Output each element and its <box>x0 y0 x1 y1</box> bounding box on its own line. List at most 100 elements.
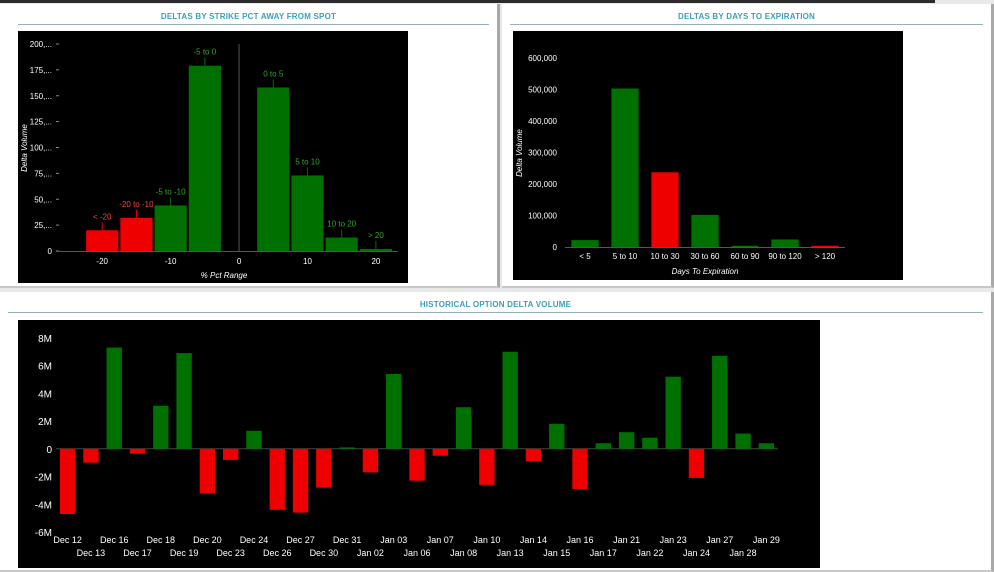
x-axis-title: % Pct Range <box>201 271 248 280</box>
bar-10to20 <box>325 237 358 251</box>
x-tick-label: Jan 27 <box>706 535 733 545</box>
bar-90to120 <box>771 239 799 247</box>
bar-dec-18 <box>153 405 169 449</box>
bar-jan-22 <box>642 437 658 449</box>
x-tick-label: 90 to 120 <box>768 252 802 261</box>
y-tick-label: 175,... <box>30 66 52 75</box>
x-tick-label: Jan 02 <box>357 548 384 558</box>
bar-jan-29 <box>758 443 775 449</box>
x-tick-label: Dec 20 <box>193 535 222 545</box>
bar-jan-28 <box>735 433 751 449</box>
bar--5to0 <box>188 65 221 251</box>
y-tick-label: 25,... <box>34 221 52 230</box>
x-tick-label: Jan 03 <box>380 535 407 545</box>
x-tick-label: Jan 17 <box>590 548 617 558</box>
y-tick-label: 125,... <box>30 118 52 127</box>
x-tick-label: Dec 18 <box>147 535 176 545</box>
bar-0to5 <box>257 87 290 251</box>
bar-label: -5 to -10 <box>156 187 186 196</box>
y-tick-label: 100,... <box>30 144 52 153</box>
bar-label: -5 to 0 <box>193 48 216 57</box>
bar-dec-12 <box>59 448 76 514</box>
x-tick-label: 0 <box>237 257 242 266</box>
y-tick-label: 50,... <box>34 195 52 204</box>
bar-dec-17 <box>129 448 146 454</box>
x-tick-label: Dec 31 <box>333 535 362 545</box>
x-tick-label: Jan 08 <box>450 548 477 558</box>
bar-dec-26 <box>269 448 285 510</box>
y-tick-label: 0 <box>553 243 558 252</box>
bar-jan-07 <box>432 448 448 456</box>
y-tick-label: 400,000 <box>528 117 557 126</box>
x-tick-label: 10 to 30 <box>651 252 680 261</box>
bar-jan-21 <box>618 432 635 449</box>
x-tick-label: 5 to 10 <box>613 252 638 261</box>
strike-panel: DELTAS BY STRIKE PCT AWAY FROM SPOT 0 25,… <box>0 4 500 288</box>
x-tick-label: Dec 12 <box>53 535 82 545</box>
bar-<5 <box>571 240 599 247</box>
bar-jan-17 <box>595 443 612 449</box>
bar-dec-24 <box>246 430 262 449</box>
bar-jan-06 <box>409 448 425 481</box>
x-tick-label: Dec 30 <box>310 548 339 558</box>
bar-jan-03 <box>386 373 402 449</box>
y-tick-label: 6M <box>38 362 52 373</box>
bar-label: 0 to 5 <box>263 69 284 78</box>
bar-dec-27 <box>292 448 309 513</box>
x-tick-label: Jan 24 <box>683 548 710 558</box>
bar-jan-15 <box>549 423 565 449</box>
bar-dec-16 <box>106 347 122 449</box>
bar-<-20 <box>86 230 119 251</box>
y-axis-title: Delta Volume <box>515 129 524 177</box>
x-tick-label: Dec 13 <box>77 548 106 558</box>
x-tick-label: 20 <box>371 257 380 266</box>
bar-jan-16 <box>572 448 588 490</box>
strike-chart: 0 25,... 50,... 75,... 100,... 125,... 150,...… <box>18 31 408 283</box>
y-tick-label: 2M <box>38 417 52 428</box>
x-tick-label: Jan 14 <box>520 535 547 545</box>
x-tick-label: Jan 28 <box>730 548 757 558</box>
x-tick-label: Dec 24 <box>240 535 269 545</box>
y-tick-label: 600,000 <box>528 54 557 63</box>
x-tick-label: Dec 23 <box>216 548 245 558</box>
x-tick-label: Jan 22 <box>636 548 663 558</box>
y-tick-label: 0 <box>46 445 52 456</box>
x-tick-label: Dec 27 <box>286 535 315 545</box>
bar-jan-02 <box>362 448 379 473</box>
x-tick-label: Jan 07 <box>427 535 454 545</box>
x-tick-label: Dec 17 <box>123 548 152 558</box>
bar-label: 5 to 10 <box>295 157 320 166</box>
bar-dec-20 <box>199 448 216 494</box>
bar-jan-14 <box>525 448 542 462</box>
bar-dec-13 <box>83 448 99 463</box>
x-tick-label: Jan 13 <box>497 548 524 558</box>
y-tick-label: -4M <box>35 500 52 511</box>
x-tick-label: Dec 26 <box>263 548 292 558</box>
historical-chart: -6M -4M -2M 0 2M 4M 6M 8M Dec 12 Dec 13 Dec 16 Dec … <box>18 320 820 568</box>
days-chart: 0 100,000 200,000 300,000 400,000 500,000 600,… <box>513 31 903 280</box>
bar-label: < -20 <box>93 212 112 221</box>
y-tick-label: 4M <box>38 389 52 400</box>
x-tick-label: 30 to 60 <box>691 252 720 261</box>
bar-label: -20 to -10 <box>119 200 154 209</box>
bar--5to-10 <box>154 205 187 251</box>
y-tick-label: -2M <box>35 473 52 484</box>
days-title-rule <box>510 24 983 25</box>
historical-panel: HISTORICAL OPTION DELTA VOLUME -6M -4M -2M… <box>0 292 994 572</box>
x-tick-label: 60 to 90 <box>731 252 760 261</box>
bar-30to60 <box>691 214 719 247</box>
bar-5to10 <box>611 88 639 247</box>
x-tick-label: Dec 19 <box>170 548 199 558</box>
y-tick-label: 500,000 <box>528 85 557 94</box>
y-tick-label: 200,... <box>30 40 52 49</box>
x-tick-label: < 5 <box>579 252 591 261</box>
x-tick-label: > 120 <box>815 252 836 261</box>
x-axis-title: Days To Expiration <box>672 267 739 276</box>
x-tick-label: Dec 16 <box>100 535 129 545</box>
y-tick-label: 300,000 <box>528 148 557 157</box>
bar-dec-23 <box>222 448 239 460</box>
y-tick-label: -6M <box>35 528 52 539</box>
x-tick-label: -20 <box>96 257 108 266</box>
bar-label: > 20 <box>368 231 384 240</box>
bar-dec-31 <box>339 447 355 449</box>
